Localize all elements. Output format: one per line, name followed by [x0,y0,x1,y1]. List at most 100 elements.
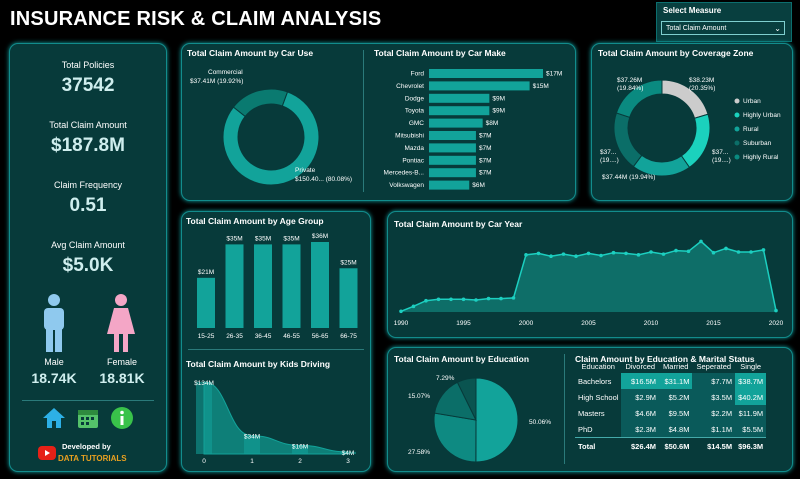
age-bar-4[interactable] [311,242,329,328]
bar-5[interactable] [429,131,476,140]
age-tick-1: 26-35 [226,333,243,340]
year-point-2020[interactable] [774,308,778,313]
slice-rural[interactable] [632,154,691,177]
year-point-1994[interactable] [449,297,453,302]
year-point-2004[interactable] [574,254,578,259]
calendar-icon[interactable] [76,406,100,430]
kpi-panel: Total Policies 37542 Total Claim Amount … [9,43,167,472]
home-icon[interactable] [42,406,66,430]
year-point-2008[interactable] [624,251,628,256]
bar-4[interactable] [429,118,483,128]
year-point-2003[interactable] [561,252,566,256]
year-tick-2020: 2020 [769,320,784,327]
male-icon [44,294,64,352]
year-point-2013[interactable] [686,249,691,254]
bar-0[interactable] [429,69,543,78]
year-point-2010[interactable] [649,250,653,254]
legend-label: Highly Rural [743,154,779,161]
info-icon[interactable] [110,406,134,430]
slice-phd[interactable] [456,377,477,421]
kids-bar-3[interactable] [340,451,356,454]
year-point-2009[interactable] [636,253,641,257]
age-bar-3[interactable] [282,244,301,328]
bar-label-2: Dodge [405,95,425,102]
bar-3[interactable] [429,106,490,116]
table-row: High School $2.9M $5.2M $3.5M $40.2M [575,389,767,405]
year-tick-1990: 1990 [394,320,409,327]
year-tick-1995: 1995 [456,320,471,327]
year-point-2016[interactable] [724,246,728,251]
year-point-2014[interactable] [699,239,703,244]
table-cell: $50.6M [659,437,693,454]
bar-value-6: $7M [479,145,492,152]
label-private: Private [295,167,316,174]
bar-7[interactable] [429,155,476,165]
bar-value-0: $17M [546,71,562,78]
bar-1[interactable] [429,81,530,91]
year-point-1998[interactable] [499,296,503,301]
legend-marker [734,126,740,132]
year-point-2018[interactable] [749,250,753,254]
year-point-2005[interactable] [586,251,591,256]
year-point-2015[interactable] [711,250,716,255]
bar-2[interactable] [429,93,490,103]
year-point-1997[interactable] [486,296,491,301]
bar-8[interactable] [429,168,476,178]
measure-dropdown[interactable]: Total Claim Amount ⌄ [661,21,785,35]
table-cell: $16.5M [621,373,660,389]
year-point-2017[interactable] [736,250,741,254]
slice-high-school[interactable] [433,412,477,463]
bar-6[interactable] [429,143,476,153]
age-bar-1[interactable] [225,244,244,328]
age-kids-svg: $21M 15-25 $35M 26-35 $35M 36-45 $35M 46-55 $36M… [194,233,358,465]
developer-name[interactable]: DATA TUTORIALS [58,454,127,463]
table-total-row: Total $26.4M $50.6M $14.5M $96.3M [575,437,767,454]
coverage-label: $37... [712,149,728,156]
year-point-2002[interactable] [549,254,553,259]
slice-private[interactable] [222,91,320,186]
year-point-1992[interactable] [424,298,428,303]
bar-label-6: Mazda [404,145,424,152]
age-bar-0[interactable] [197,277,215,328]
slice-bachelors[interactable] [475,377,519,463]
year-point-2006[interactable] [599,253,603,258]
coverage-label: $38.23M [689,77,714,84]
youtube-icon[interactable] [38,446,56,460]
kids-bar-2[interactable] [292,445,308,454]
age-bar-value-4: $36M [312,233,328,240]
bar-label-9: Volkswagen [389,182,424,189]
table-cell: $5.2M [659,389,693,405]
year-point-2000[interactable] [524,253,528,257]
year-point-2011[interactable] [661,252,666,256]
bar-value-9: $6M [472,182,485,189]
slice-commercial[interactable] [232,88,289,118]
year-point-2012[interactable] [674,248,678,253]
age-bar-5[interactable] [339,268,358,328]
measure-selector[interactable]: Select Measure Total Claim Amount ⌄ [656,2,792,42]
year-point-1993[interactable] [436,297,441,302]
year-point-2019[interactable] [761,248,766,252]
year-point-1990[interactable] [399,309,403,314]
age-bar-2[interactable] [254,244,272,328]
table-header: Single [740,362,762,371]
year-area[interactable] [401,241,776,312]
page-title: INSURANCE RISK & CLAIM ANALYSIS [10,8,382,30]
kids-bar-0[interactable] [196,382,212,454]
year-tick-2010: 2010 [644,320,659,327]
marital-table: Education Divorced Married Seperated Sin… [575,360,767,454]
coverage-svg: $37.26M (19.84%) $38.23M (20.35%) $37...… [600,77,781,181]
bar-9[interactable] [429,180,470,190]
year-point-1995[interactable] [461,297,466,302]
slice-highly-urban[interactable] [680,113,711,169]
year-point-1996[interactable] [474,298,478,302]
coverage-title: Total Claim Amount by Coverage Zone [598,48,754,58]
year-point-2001[interactable] [536,251,541,256]
year-point-1999[interactable] [511,296,516,300]
year-point-2007[interactable] [611,250,616,255]
car-panel: Total Claim Amount by Car Use Total Clai… [181,43,576,201]
kids-bar-1[interactable] [244,435,260,454]
kids-tick-0: 0 [202,458,206,465]
slice-highly-rural[interactable] [615,79,663,118]
kids-area[interactable] [203,381,349,455]
year-point-1991[interactable] [411,304,416,309]
